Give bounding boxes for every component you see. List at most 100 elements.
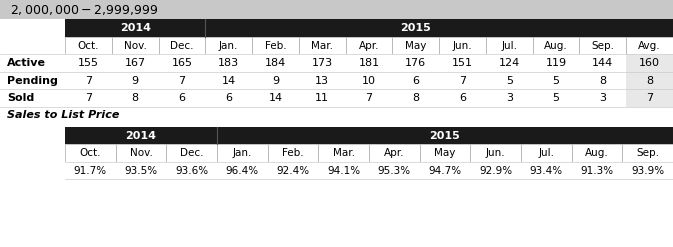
Text: 93.9%: 93.9% [631, 166, 664, 176]
Text: 93.5%: 93.5% [125, 166, 157, 176]
Text: 2015: 2015 [400, 23, 431, 33]
Text: Nov.: Nov. [130, 148, 153, 158]
Text: Sep.: Sep. [592, 41, 614, 51]
Text: 92.9%: 92.9% [479, 166, 512, 176]
Text: 165: 165 [172, 58, 192, 68]
Text: Sold: Sold [7, 93, 34, 103]
Text: 7: 7 [459, 76, 466, 86]
Text: 6: 6 [413, 76, 419, 86]
FancyBboxPatch shape [623, 144, 673, 162]
FancyBboxPatch shape [486, 37, 533, 55]
Text: 155: 155 [78, 58, 99, 68]
FancyBboxPatch shape [318, 144, 369, 162]
FancyBboxPatch shape [205, 37, 252, 55]
Text: Jun.: Jun. [486, 148, 505, 158]
Text: 7: 7 [646, 93, 653, 103]
Text: 7: 7 [178, 76, 186, 86]
FancyBboxPatch shape [627, 20, 673, 37]
Text: 8: 8 [599, 76, 606, 86]
FancyBboxPatch shape [0, 72, 673, 89]
FancyBboxPatch shape [116, 144, 166, 162]
Text: Mar.: Mar. [311, 41, 333, 51]
Text: Sep.: Sep. [636, 148, 659, 158]
Text: Jul.: Jul. [501, 41, 518, 51]
Text: 5: 5 [506, 76, 513, 86]
Text: 3: 3 [600, 93, 606, 103]
FancyBboxPatch shape [0, 55, 673, 72]
FancyBboxPatch shape [392, 37, 439, 55]
FancyBboxPatch shape [65, 37, 112, 55]
FancyBboxPatch shape [65, 144, 673, 162]
Text: 151: 151 [452, 58, 473, 68]
FancyBboxPatch shape [159, 37, 205, 55]
Text: 144: 144 [592, 58, 614, 68]
Text: 94.1%: 94.1% [327, 166, 360, 176]
Text: 183: 183 [218, 58, 240, 68]
Text: May: May [405, 41, 427, 51]
Text: 2014: 2014 [120, 23, 151, 33]
FancyBboxPatch shape [65, 37, 673, 55]
Text: 8: 8 [132, 93, 139, 103]
Text: 93.6%: 93.6% [175, 166, 208, 176]
Text: Aug.: Aug. [544, 41, 568, 51]
Text: Feb.: Feb. [264, 41, 286, 51]
Text: 7: 7 [365, 93, 373, 103]
Text: 96.4%: 96.4% [225, 166, 259, 176]
Text: Dec.: Dec. [180, 148, 203, 158]
FancyBboxPatch shape [65, 20, 673, 37]
Text: 95.3%: 95.3% [378, 166, 411, 176]
Text: 13: 13 [315, 76, 329, 86]
Text: 184: 184 [265, 58, 286, 68]
Text: Dec.: Dec. [170, 41, 194, 51]
FancyBboxPatch shape [420, 144, 470, 162]
Text: 119: 119 [546, 58, 567, 68]
FancyBboxPatch shape [627, 72, 673, 89]
Text: 8: 8 [412, 93, 419, 103]
Text: 91.7%: 91.7% [74, 166, 107, 176]
FancyBboxPatch shape [112, 37, 159, 55]
Text: May: May [434, 148, 456, 158]
Text: Jul.: Jul. [538, 148, 555, 158]
FancyBboxPatch shape [166, 144, 217, 162]
FancyBboxPatch shape [65, 127, 673, 144]
Text: Jan.: Jan. [233, 148, 252, 158]
Text: 3: 3 [506, 93, 513, 103]
FancyBboxPatch shape [346, 37, 392, 55]
Text: 5: 5 [553, 76, 559, 86]
FancyBboxPatch shape [470, 144, 521, 162]
FancyBboxPatch shape [627, 89, 673, 107]
Text: 124: 124 [499, 58, 520, 68]
Text: Jun.: Jun. [453, 41, 472, 51]
FancyBboxPatch shape [252, 37, 299, 55]
Text: 14: 14 [221, 76, 236, 86]
FancyBboxPatch shape [533, 37, 579, 55]
Text: 167: 167 [125, 58, 146, 68]
Text: Avg.: Avg. [638, 41, 661, 51]
Text: Mar.: Mar. [332, 148, 355, 158]
FancyBboxPatch shape [0, 0, 673, 20]
FancyBboxPatch shape [579, 37, 627, 55]
Text: Apr.: Apr. [384, 148, 404, 158]
Text: 93.4%: 93.4% [530, 166, 563, 176]
Text: 91.3%: 91.3% [580, 166, 614, 176]
Text: 173: 173 [312, 58, 332, 68]
Text: 181: 181 [359, 58, 380, 68]
Text: 5: 5 [553, 93, 559, 103]
FancyBboxPatch shape [439, 37, 486, 55]
Text: Oct.: Oct. [79, 148, 101, 158]
Text: 94.7%: 94.7% [429, 166, 462, 176]
FancyBboxPatch shape [299, 37, 346, 55]
FancyBboxPatch shape [65, 144, 116, 162]
FancyBboxPatch shape [0, 89, 673, 107]
FancyBboxPatch shape [369, 144, 420, 162]
FancyBboxPatch shape [627, 55, 673, 72]
Text: 7: 7 [85, 93, 92, 103]
FancyBboxPatch shape [571, 144, 623, 162]
Text: 14: 14 [269, 93, 283, 103]
FancyBboxPatch shape [65, 162, 673, 180]
Text: 92.4%: 92.4% [277, 166, 310, 176]
FancyBboxPatch shape [217, 144, 268, 162]
FancyBboxPatch shape [268, 144, 318, 162]
Text: 176: 176 [405, 58, 426, 68]
Text: 10: 10 [362, 76, 376, 86]
